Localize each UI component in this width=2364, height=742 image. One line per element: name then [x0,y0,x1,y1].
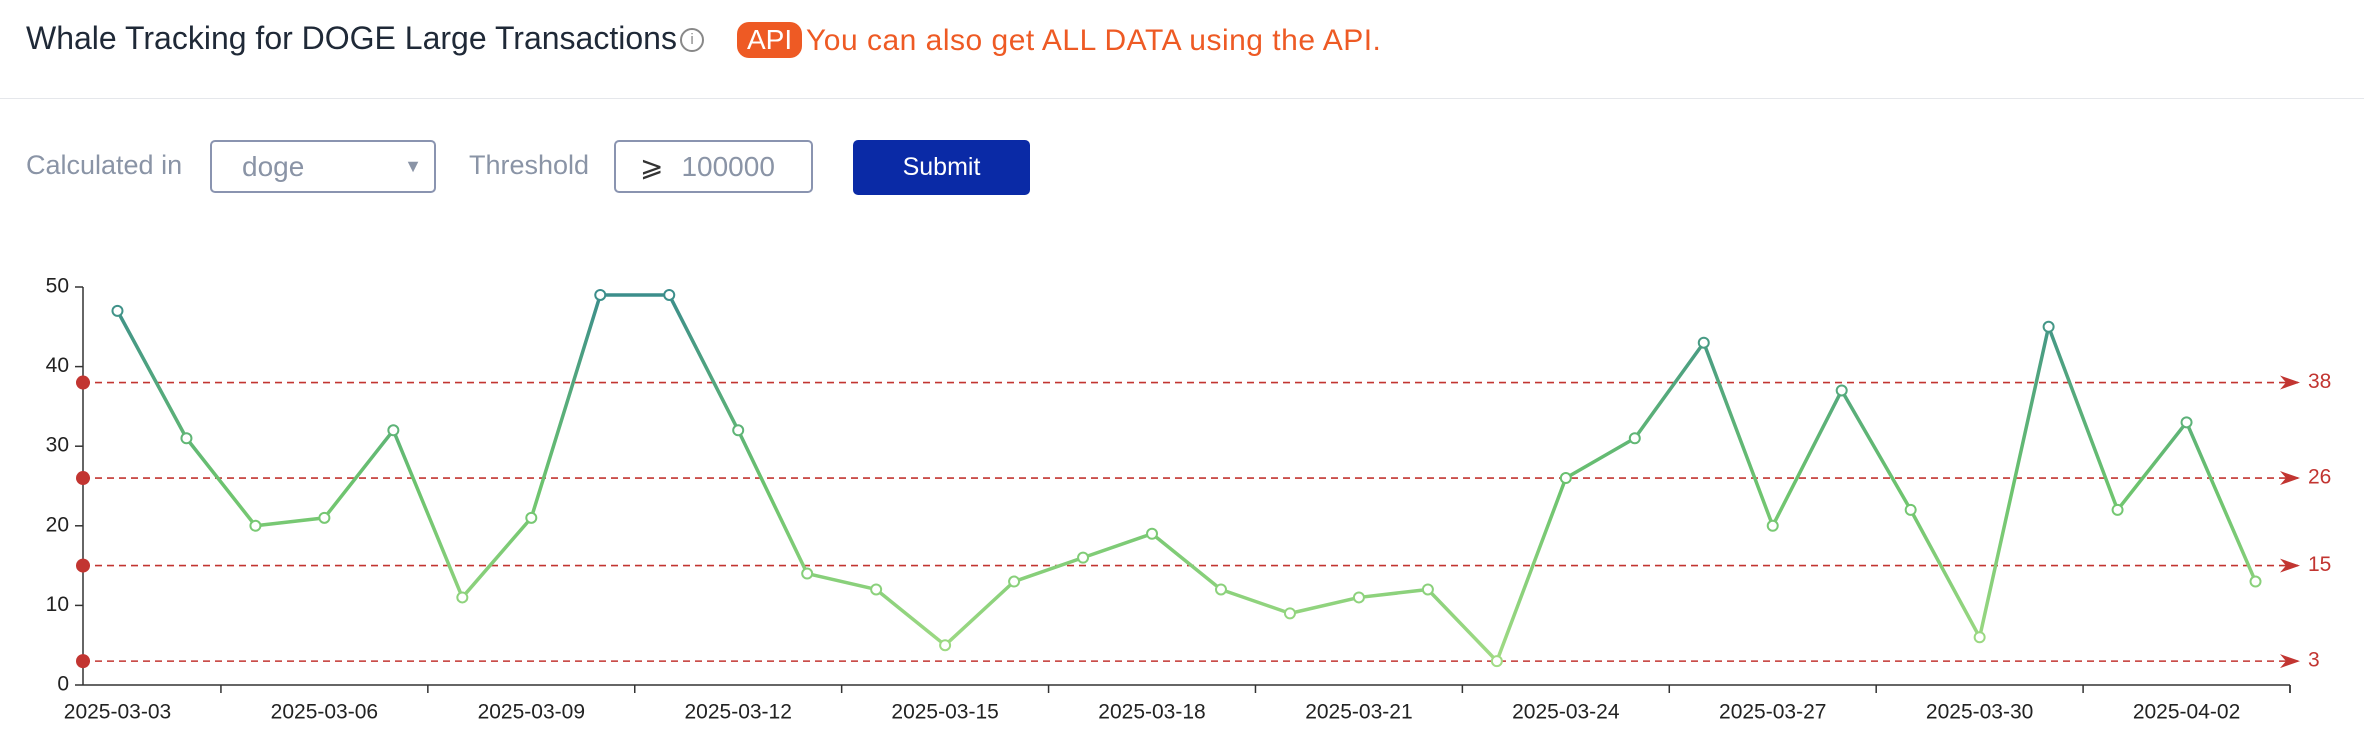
data-point [180,432,193,445]
y-tick-label: 0 [57,673,69,696]
mark-line-label: 15 [2308,553,2331,576]
data-point [1904,503,1917,516]
data-point [1490,655,1503,668]
data-point [1766,519,1779,532]
data-point [456,591,469,604]
data-point [732,424,745,437]
info-icon[interactable]: i [680,28,704,52]
x-tick-label: 2025-03-24 [1512,701,1620,724]
threshold-input[interactable]: ⩾ 100000 [614,140,813,193]
mark-line-start [76,558,90,573]
data-point [1077,551,1090,564]
data-point [2249,575,2262,588]
calculated-label: Calculated in [26,150,183,180]
y-tick-label: 50 [46,275,69,298]
x-tick-label: 2025-04-02 [2133,701,2240,724]
data-point [249,519,262,532]
mark-line-label: 26 [2308,466,2331,489]
y-tick-label: 30 [46,434,69,457]
data-point [318,511,331,524]
mark-line-label: 38 [2308,370,2331,393]
data-point [525,511,538,524]
x-tick-label: 2025-03-12 [684,701,791,724]
data-point [939,639,952,652]
data-point [1421,583,1434,596]
data-point [1973,631,1986,644]
threshold-symbol: ⩾ [640,151,664,182]
data-point [387,424,400,437]
api-badge[interactable]: API [737,22,803,58]
separator [0,98,2364,99]
threshold-value: 100000 [681,151,775,182]
x-tick-label: 2025-03-27 [1719,701,1826,724]
threshold-label: Threshold [469,150,590,180]
mark-line-start [76,375,90,390]
dropdown-arrow: ▼ [404,156,422,176]
data-point [1008,575,1021,588]
data-point [1628,432,1641,445]
data-point [1283,607,1296,620]
data-point [1697,336,1710,349]
data-point [594,288,607,301]
y-tick-label: 40 [46,354,69,377]
data-point [1214,583,1227,596]
mark-line-start [76,471,90,486]
data-point [2180,416,2193,429]
x-tick-label: 2025-03-03 [64,701,171,724]
data-point [111,304,124,317]
data-point [801,567,814,580]
data-point [1146,527,1159,540]
mark-line-start [76,654,90,669]
api-link[interactable]: You can also get ALL DATA using the API. [806,24,1382,57]
x-tick-label: 2025-03-21 [1305,701,1412,724]
y-tick-label: 10 [46,593,69,616]
y-tick-label: 20 [46,513,69,536]
data-point [2111,503,2124,516]
x-tick-label: 2025-03-18 [1098,701,1205,724]
data-point [1835,384,1848,397]
data-point [663,288,676,301]
data-point [870,583,883,596]
submit-button[interactable]: Submit [853,140,1030,195]
data-point [2042,320,2055,333]
data-line [115,293,2258,663]
unit-value: doge [242,151,305,182]
page-title: Whale Tracking for DOGE Large Transactio… [26,20,677,56]
x-tick-label: 2025-03-30 [1926,701,2033,724]
x-tick-label: 2025-03-15 [891,701,998,724]
unit-select[interactable]: doge ▼ [210,140,436,193]
data-point [1559,472,1572,485]
x-tick-label: 2025-03-09 [478,701,585,724]
x-tick-label: 2025-03-06 [271,701,378,724]
mark-line-label: 3 [2308,649,2320,672]
data-point [1352,591,1365,604]
